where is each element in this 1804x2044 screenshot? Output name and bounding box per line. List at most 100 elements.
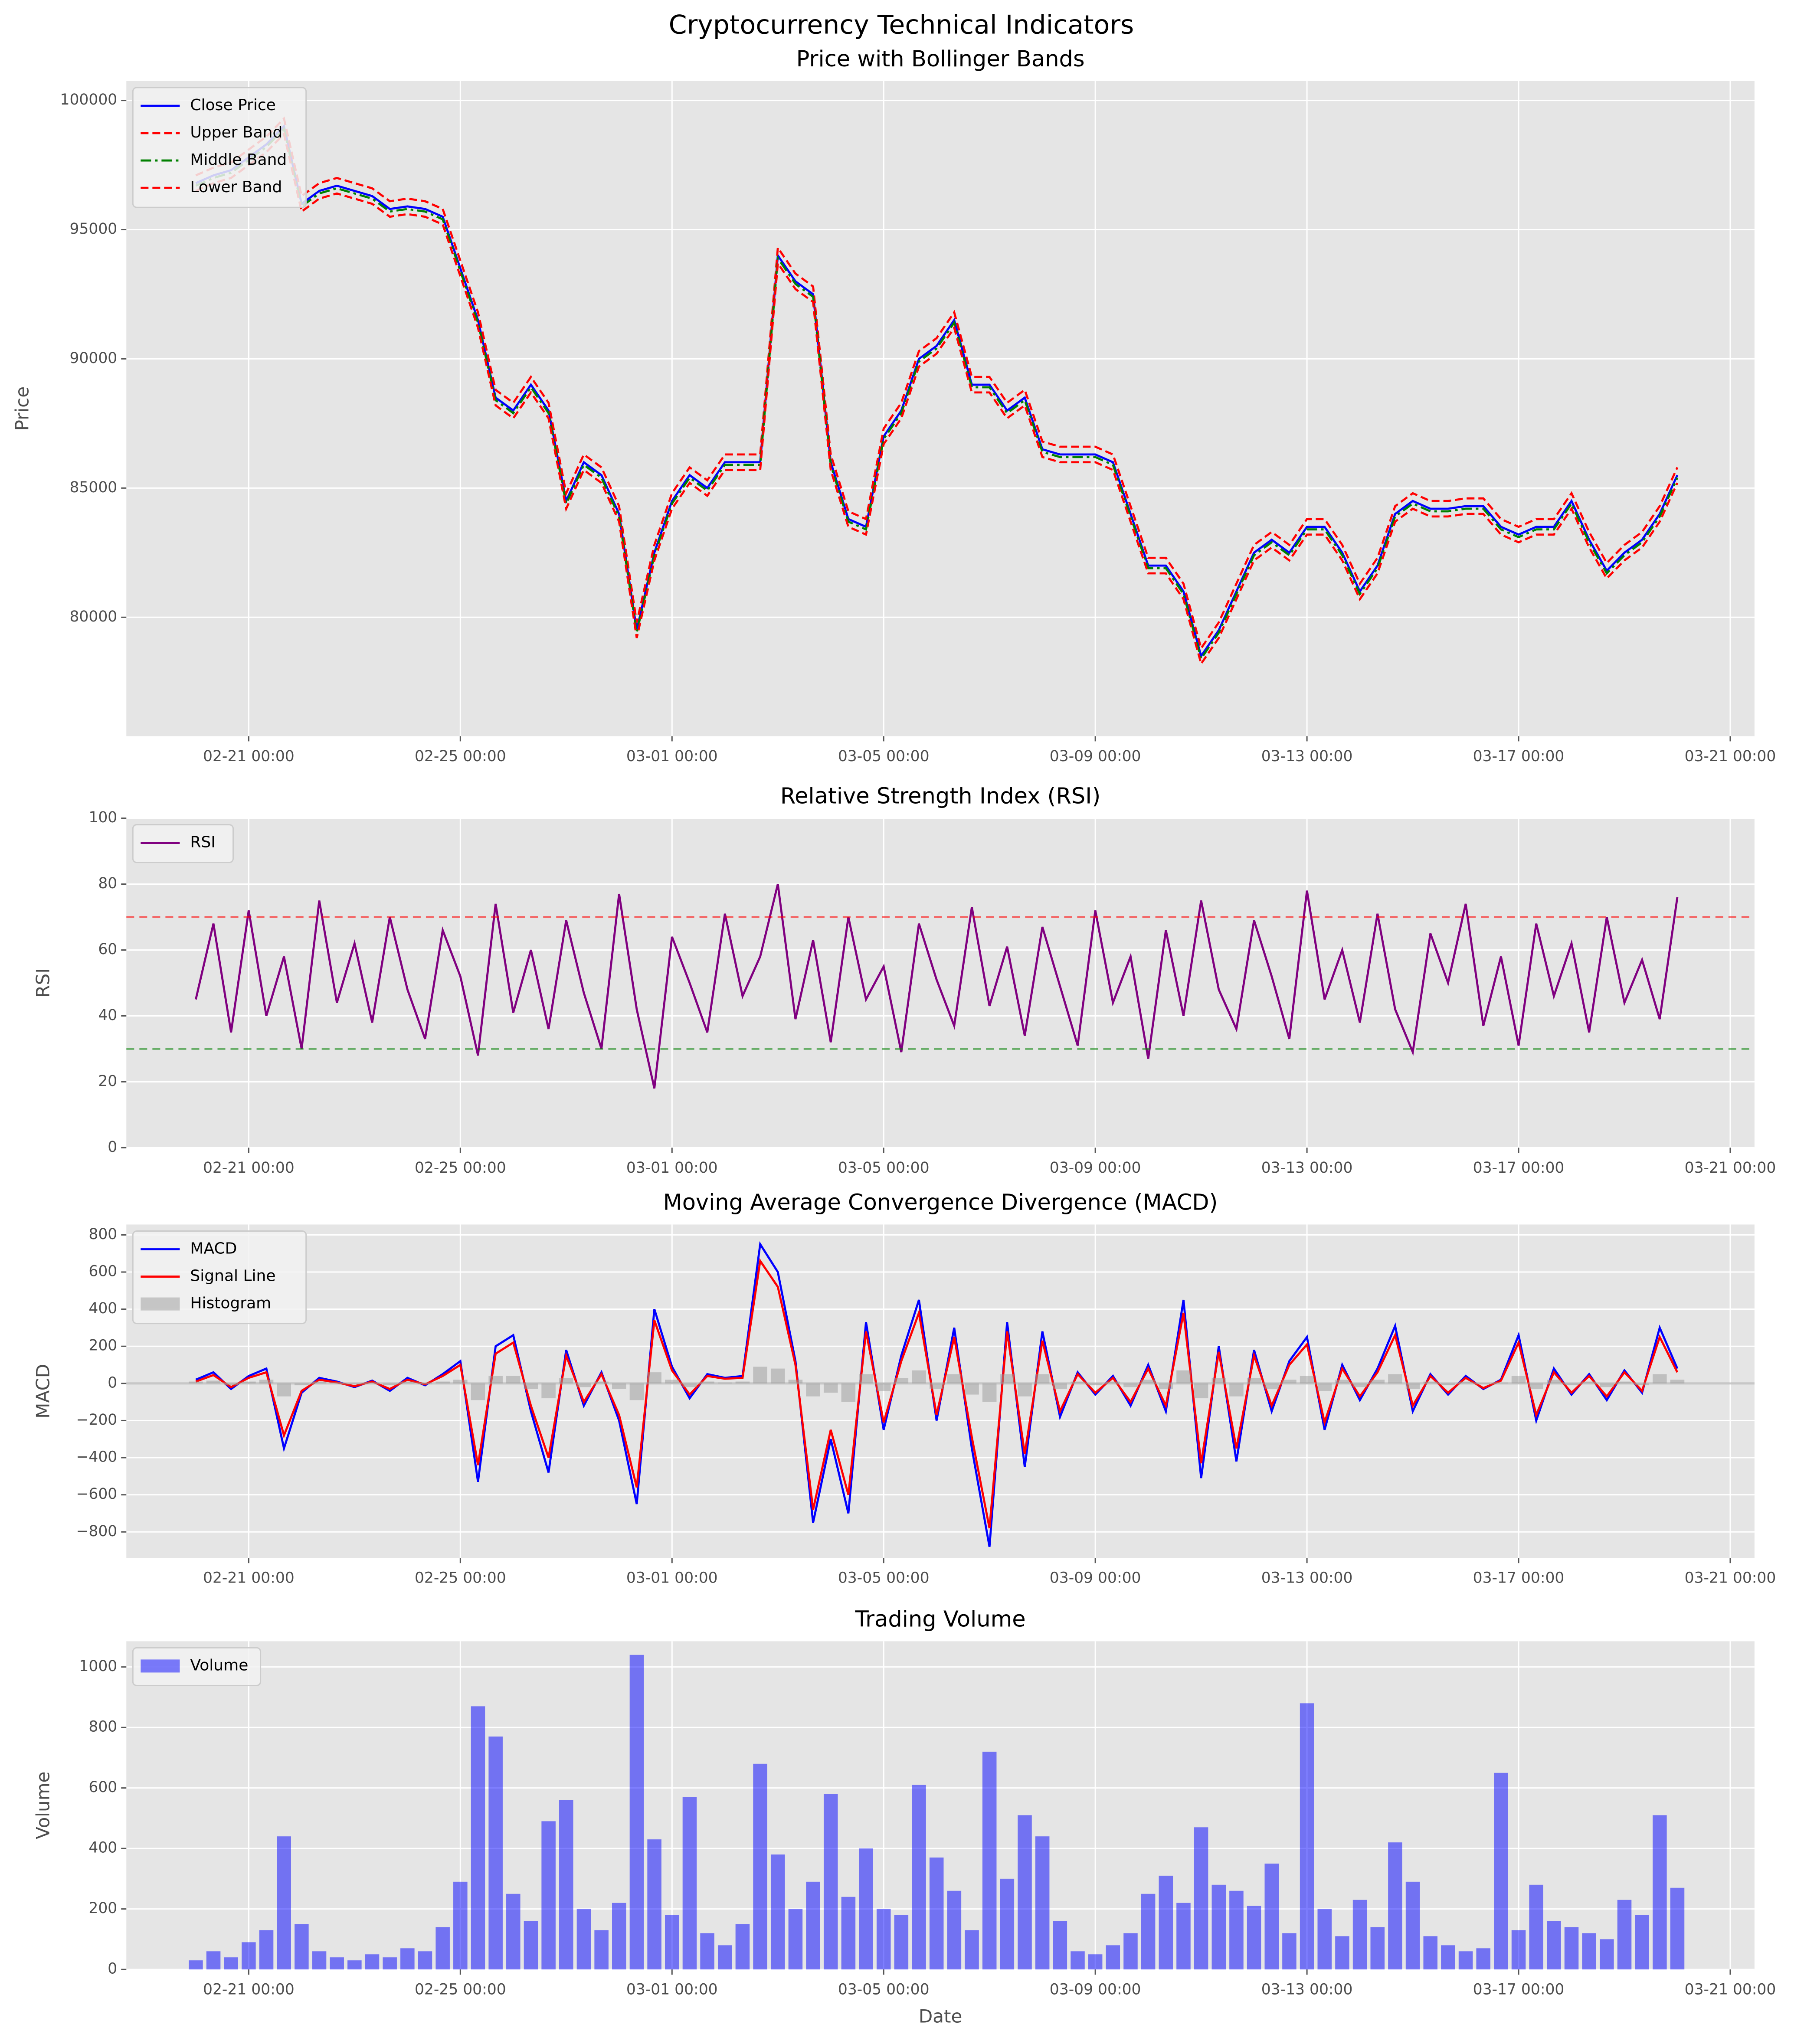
data-bar: [206, 1380, 221, 1383]
data-bar: [1423, 1936, 1437, 1970]
y-tick-label: 800: [88, 1718, 117, 1736]
data-bar: [1141, 1894, 1156, 1970]
data-bar: [823, 1794, 838, 1970]
x-tick-label: 03-13 00:00: [1261, 1981, 1353, 1998]
x-tick-label: 03-01 00:00: [626, 1570, 718, 1587]
data-bar: [1088, 1954, 1103, 1970]
y-tick-label: 0: [108, 1960, 117, 1978]
data-bar: [1600, 1383, 1614, 1387]
legend-label: Close Price: [190, 96, 275, 114]
data-bar: [876, 1909, 891, 1970]
data-bar: [629, 1655, 644, 1970]
data-bar: [506, 1376, 521, 1383]
data-bar: [1000, 1878, 1015, 1970]
data-bar: [471, 1383, 485, 1400]
data-bar: [682, 1797, 697, 1970]
x-tick-label: 03-05 00:00: [838, 1159, 930, 1177]
y-tick-label: −200: [76, 1411, 117, 1429]
data-bar: [365, 1954, 380, 1970]
legend-label: Middle Band: [190, 151, 287, 169]
data-bar: [559, 1378, 573, 1383]
data-bar: [594, 1930, 609, 1970]
data-bar: [1582, 1933, 1596, 1970]
data-bar: [1247, 1906, 1261, 1970]
x-tick-label: 03-21 00:00: [1685, 1159, 1776, 1177]
x-tick-label: 03-17 00:00: [1473, 1570, 1565, 1587]
y-tick-label: −800: [76, 1523, 117, 1540]
chart-title: Relative Strength Index (RSI): [780, 784, 1100, 809]
figure-title: Cryptocurrency Technical Indicators: [669, 10, 1134, 40]
data-bar: [1335, 1380, 1349, 1383]
y-tick-label: 0: [108, 1138, 117, 1156]
data-bar: [1317, 1909, 1332, 1970]
data-bar: [576, 1383, 591, 1387]
y-tick-label: 100: [88, 809, 117, 826]
data-bar: [541, 1383, 556, 1399]
data-bar: [1653, 1815, 1667, 1970]
data-bar: [277, 1836, 291, 1970]
data-line: [195, 127, 1679, 661]
x-tick-label: 03-05 00:00: [838, 1981, 930, 1998]
data-bar: [859, 1848, 873, 1970]
data-bar: [1000, 1374, 1015, 1383]
data-bar: [1511, 1376, 1526, 1383]
x-tick-label: 03-01 00:00: [626, 748, 718, 765]
y-tick-label: 80000: [69, 608, 117, 625]
data-bar: [1511, 1930, 1526, 1970]
data-bar: [1458, 1951, 1473, 1970]
data-bar: [612, 1903, 626, 1970]
x-tick-label: 02-25 00:00: [415, 1570, 506, 1587]
x-tick-label: 03-05 00:00: [838, 748, 930, 765]
data-bar: [1282, 1933, 1297, 1970]
data-bar: [1300, 1703, 1314, 1970]
data-bar: [788, 1909, 803, 1970]
y-tick-label: −600: [76, 1485, 117, 1503]
data-bar: [894, 1378, 909, 1383]
legend-label: Volume: [190, 1656, 248, 1674]
data-bar: [1476, 1948, 1490, 1970]
x-tick-label: 03-17 00:00: [1473, 1981, 1565, 1998]
data-bar: [471, 1706, 485, 1970]
data-line: [195, 1241, 1679, 1547]
data-bar: [330, 1957, 344, 1970]
data-line: [195, 1258, 1679, 1529]
y-tick-label: 90000: [69, 350, 117, 367]
y-tick-label: 200: [88, 1900, 117, 1917]
data-bar: [753, 1367, 767, 1383]
chart-title: Price with Bollinger Bands: [796, 46, 1085, 72]
data-bar: [1388, 1842, 1402, 1970]
x-tick-label: 03-05 00:00: [838, 1570, 930, 1587]
x-tick-label: 03-17 00:00: [1473, 748, 1565, 765]
data-bar: [524, 1383, 538, 1389]
data-bar: [559, 1800, 573, 1970]
x-tick-label: 03-13 00:00: [1261, 1159, 1353, 1177]
data-bar: [189, 1960, 203, 1970]
data-bar: [224, 1957, 238, 1970]
x-tick-label: 02-25 00:00: [415, 1159, 506, 1177]
data-bar: [665, 1915, 679, 1970]
plot-background: [126, 81, 1755, 736]
data-bar: [1388, 1374, 1402, 1383]
data-bar: [1229, 1383, 1244, 1396]
data-bar: [1194, 1383, 1208, 1399]
plot-background: [126, 818, 1755, 1148]
data-bar: [259, 1380, 274, 1383]
data-bar: [912, 1785, 926, 1970]
y-axis-label: MACD: [33, 1364, 54, 1419]
y-tick-label: 20: [98, 1073, 117, 1090]
x-tick-label: 03-13 00:00: [1261, 1570, 1353, 1587]
data-bar: [277, 1383, 291, 1396]
data-bar: [1529, 1884, 1543, 1970]
data-bar: [1653, 1374, 1667, 1383]
data-bar: [347, 1960, 362, 1970]
data-bar: [894, 1915, 909, 1970]
data-bar: [647, 1839, 661, 1970]
data-bar: [1211, 1884, 1226, 1970]
data-bar: [1670, 1887, 1685, 1970]
x-tick-label: 02-25 00:00: [415, 1981, 506, 1998]
legend-box: [132, 87, 307, 208]
data-line: [195, 124, 1679, 659]
data-bar: [259, 1930, 274, 1970]
legend-label: Upper Band: [190, 124, 282, 141]
